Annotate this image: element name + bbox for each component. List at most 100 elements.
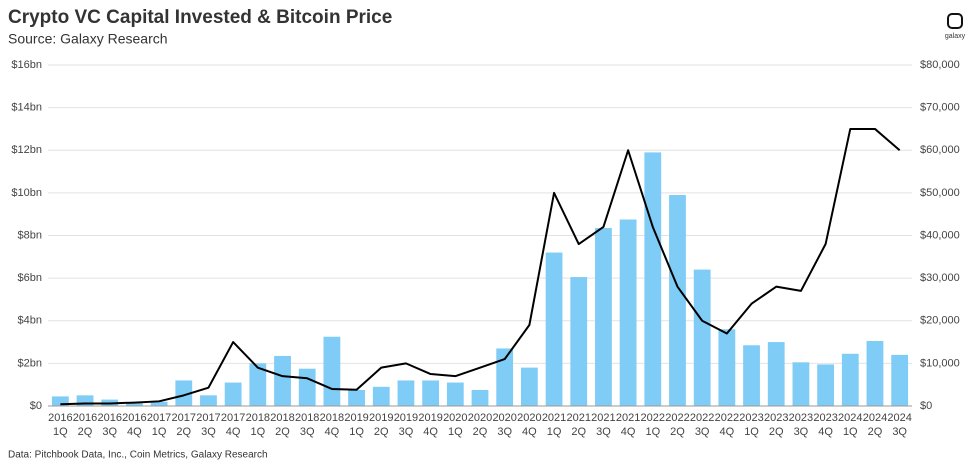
y-tick-label: $2bn	[18, 357, 42, 369]
bar	[298, 368, 316, 406]
y-tick-label: $8bn	[18, 229, 42, 241]
x-tick-quarter: 4Q	[226, 426, 241, 438]
bar	[693, 269, 711, 406]
bar	[520, 367, 538, 406]
x-tick-year: 2017	[221, 412, 245, 424]
bar	[200, 395, 217, 406]
x-tick-quarter: 3Q	[695, 426, 710, 438]
bar	[866, 340, 884, 406]
logo-text: galaxy	[945, 33, 966, 40]
x-tick-quarter: 2Q	[769, 426, 784, 438]
x-tick-year: 2016	[122, 412, 146, 424]
x-tick-year: 2022	[690, 412, 714, 424]
x-tick-quarter: 3Q	[596, 426, 611, 438]
bar	[76, 395, 94, 406]
x-tick-year: 2020	[468, 412, 492, 424]
x-tick-quarter: 2Q	[275, 426, 290, 438]
bar	[767, 342, 785, 406]
bar	[891, 354, 909, 406]
x-tick-quarter: 1Q	[250, 426, 265, 438]
bar	[792, 362, 810, 406]
x-tick-quarter: 4Q	[325, 426, 340, 438]
x-tick-year: 2016	[97, 412, 121, 424]
x-tick-year: 2019	[369, 412, 393, 424]
x-tick-year: 2017	[172, 412, 196, 424]
y2-tick-label: $80,000	[920, 59, 960, 71]
x-tick-quarter: 2Q	[473, 426, 488, 438]
bar	[496, 348, 514, 406]
x-tick-year: 2017	[196, 412, 220, 424]
bar	[249, 363, 267, 406]
logo-icon	[947, 13, 963, 29]
bar	[348, 390, 365, 406]
bar	[570, 277, 588, 406]
x-tick-quarter: 2Q	[78, 426, 93, 438]
x-tick-quarter: 2Q	[176, 426, 191, 438]
x-tick-year: 2016	[73, 412, 97, 424]
x-tick-year: 2019	[418, 412, 442, 424]
x-tick-quarter: 3Q	[399, 426, 414, 438]
x-tick-quarter: 1Q	[645, 426, 660, 438]
x-tick-quarter: 4Q	[621, 426, 636, 438]
x-tick-year: 2022	[641, 412, 665, 424]
bar	[471, 390, 489, 406]
bar	[175, 380, 193, 406]
bar	[545, 252, 563, 406]
x-tick-year: 2020	[492, 412, 516, 424]
y2-tick-label: $20,000	[920, 315, 960, 327]
x-tick-quarter: 1Q	[547, 426, 562, 438]
x-tick-quarter: 3Q	[892, 426, 907, 438]
x-tick-year: 2023	[764, 412, 788, 424]
bar	[372, 386, 390, 406]
x-tick-quarter: 1Q	[349, 426, 364, 438]
x-tick-quarter: 2Q	[571, 426, 586, 438]
bar	[644, 152, 662, 406]
logo: galaxy	[945, 13, 966, 40]
x-tick-year: 2023	[789, 412, 813, 424]
y-tick-label: $16bn	[11, 59, 42, 71]
x-tick-year: 2017	[147, 412, 171, 424]
y-tick-label: $10bn	[11, 187, 42, 199]
bar	[595, 228, 612, 406]
x-tick-year: 2021	[567, 412, 591, 424]
x-tick-quarter: 4Q	[818, 426, 833, 438]
x-tick-quarter: 3Q	[102, 426, 117, 438]
chart-subtitle: Source: Galaxy Research	[8, 31, 168, 47]
x-tick-year: 2024	[838, 412, 862, 424]
y-tick-label: $4bn	[18, 315, 42, 327]
y-tick-label: $12bn	[11, 144, 42, 156]
x-tick-year: 2019	[344, 412, 368, 424]
y2-tick-label: $60,000	[920, 144, 960, 156]
x-tick-quarter: 2Q	[374, 426, 389, 438]
x-tick-year: 2020	[443, 412, 467, 424]
bar	[126, 402, 143, 406]
x-tick-quarter: 2Q	[670, 426, 685, 438]
x-tick-quarter: 2Q	[868, 426, 883, 438]
x-tick-year: 2018	[295, 412, 319, 424]
y2-tick-label: $10,000	[920, 357, 960, 369]
x-tick-year: 2023	[739, 412, 763, 424]
y-tick-label: $6bn	[18, 272, 42, 284]
y2-tick-label: $70,000	[920, 102, 960, 114]
bar	[446, 382, 464, 406]
x-tick-quarter: 3Q	[794, 426, 809, 438]
bar	[817, 364, 834, 406]
x-tick-year: 2018	[270, 412, 294, 424]
x-tick-year: 2021	[591, 412, 615, 424]
x-tick-year: 2019	[394, 412, 418, 424]
x-tick-year: 2018	[246, 412, 270, 424]
y-tick-label: $0	[30, 400, 42, 412]
x-tick-quarter: 1Q	[843, 426, 858, 438]
x-tick-quarter: 3Q	[300, 426, 315, 438]
bar	[619, 219, 637, 406]
chart-title: Crypto VC Capital Invested & Bitcoin Pri…	[8, 7, 392, 28]
x-tick-quarter: 3Q	[201, 426, 216, 438]
x-tick-year: 2021	[616, 412, 640, 424]
x-tick-year: 2024	[863, 412, 887, 424]
x-tick-year: 2022	[715, 412, 739, 424]
y2-tick-label: $40,000	[920, 229, 960, 241]
x-tick-quarter: 4Q	[127, 426, 142, 438]
y2-tick-label: $50,000	[920, 187, 960, 199]
x-tick-year: 2020	[517, 412, 541, 424]
x-tick-quarter: 1Q	[152, 426, 167, 438]
